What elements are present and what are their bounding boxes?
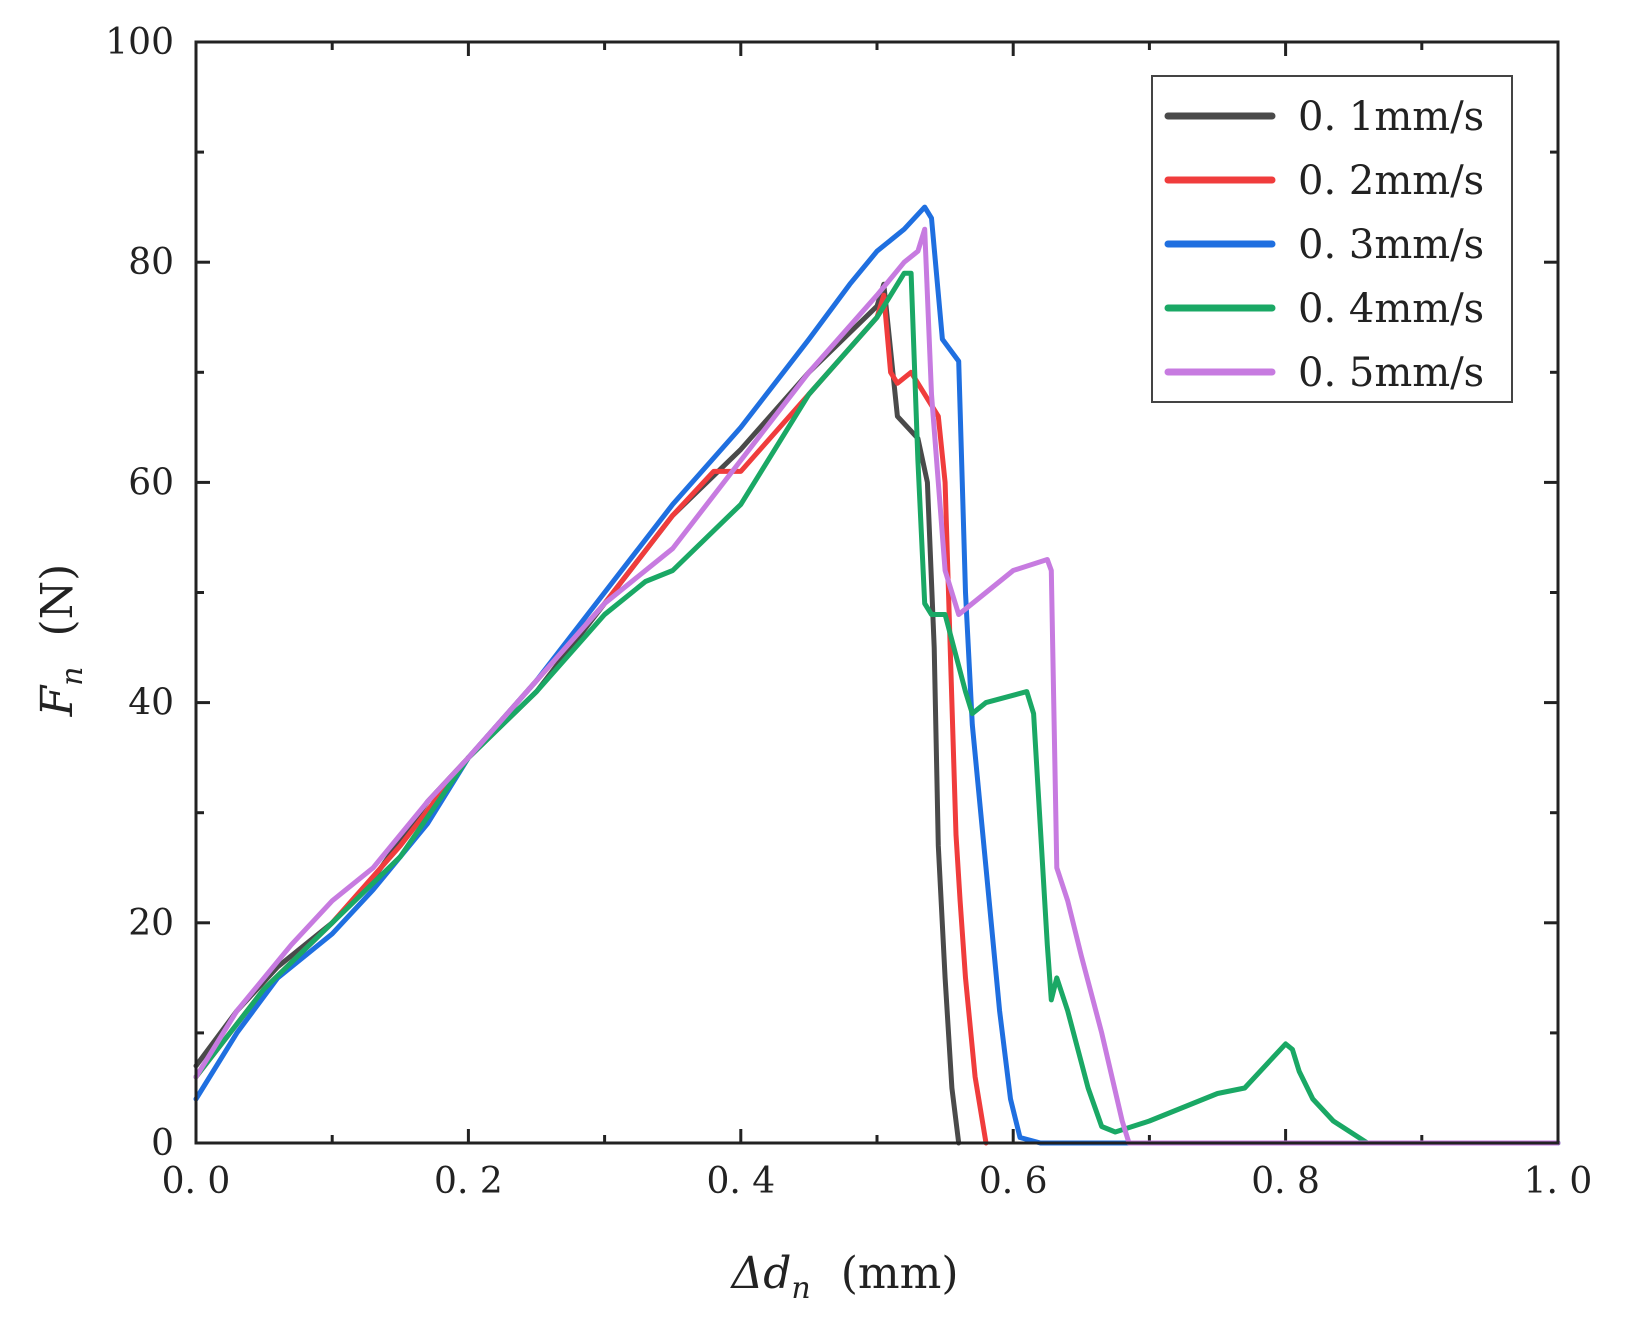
series-line-0-2mm-s [193,292,989,1146]
y-axis-title-unit: (N) [32,564,83,637]
x-axis-title: Δdn (mm) [729,1248,958,1306]
legend-label-0-5mm-s: 0. 5mm/s [1298,350,1484,396]
x-axis-title-main: Δd [729,1248,791,1299]
y-axis-title-main: F [32,684,83,717]
x-tick-label: 0. 0 [162,1161,231,1202]
y-tick-label: 60 [128,462,174,503]
x-axis-ticks: 0. 0 0. 2 0. 4 0. 6 0. 8 1. 0 [162,42,1593,1202]
series-line-0-4mm-s [193,270,1561,1146]
x-tick-label: 0. 2 [434,1161,503,1202]
legend-box [1151,75,1513,403]
series-line-0-5mm-s [193,226,1561,1146]
svg-text:Fn(N): Fn (N) [32,564,90,718]
x-tick-label: 1. 0 [1524,1161,1593,1202]
y-tick-label: 20 [128,903,174,944]
y-axis-title: Fn (N) [32,564,90,718]
x-tick-label: 0. 4 [706,1161,775,1202]
plot-frame [194,40,1560,1145]
legend-label-0-2mm-s: 0. 2mm/s [1298,158,1484,204]
series-line-0-1mm-s [193,281,962,1146]
y-tick-label: 0 [151,1123,174,1164]
legend-label-0-1mm-s: 0. 1mm/s [1298,94,1484,140]
series-lines [193,204,1561,1146]
x-axis-title-sub: n [791,1271,810,1306]
x-axis-title-unit: (mm) [841,1248,959,1299]
x-tick-label: 0. 8 [1251,1161,1320,1202]
legend-label-0-4mm-s: 0. 4mm/s [1298,286,1484,332]
y-axis-title-sub: n [55,666,90,685]
y-tick-label: 80 [128,242,174,283]
y-tick-label: 40 [128,683,174,724]
x-tick-label: 0. 6 [979,1161,1048,1202]
legend-label-0-3mm-s: 0. 3mm/s [1298,222,1484,268]
legend: 0. 1mm/s 0. 2mm/s 0. 3mm/s 0. 4mm/s 0. 5mm/s [1151,75,1513,403]
y-tick-label: 100 [105,22,174,63]
